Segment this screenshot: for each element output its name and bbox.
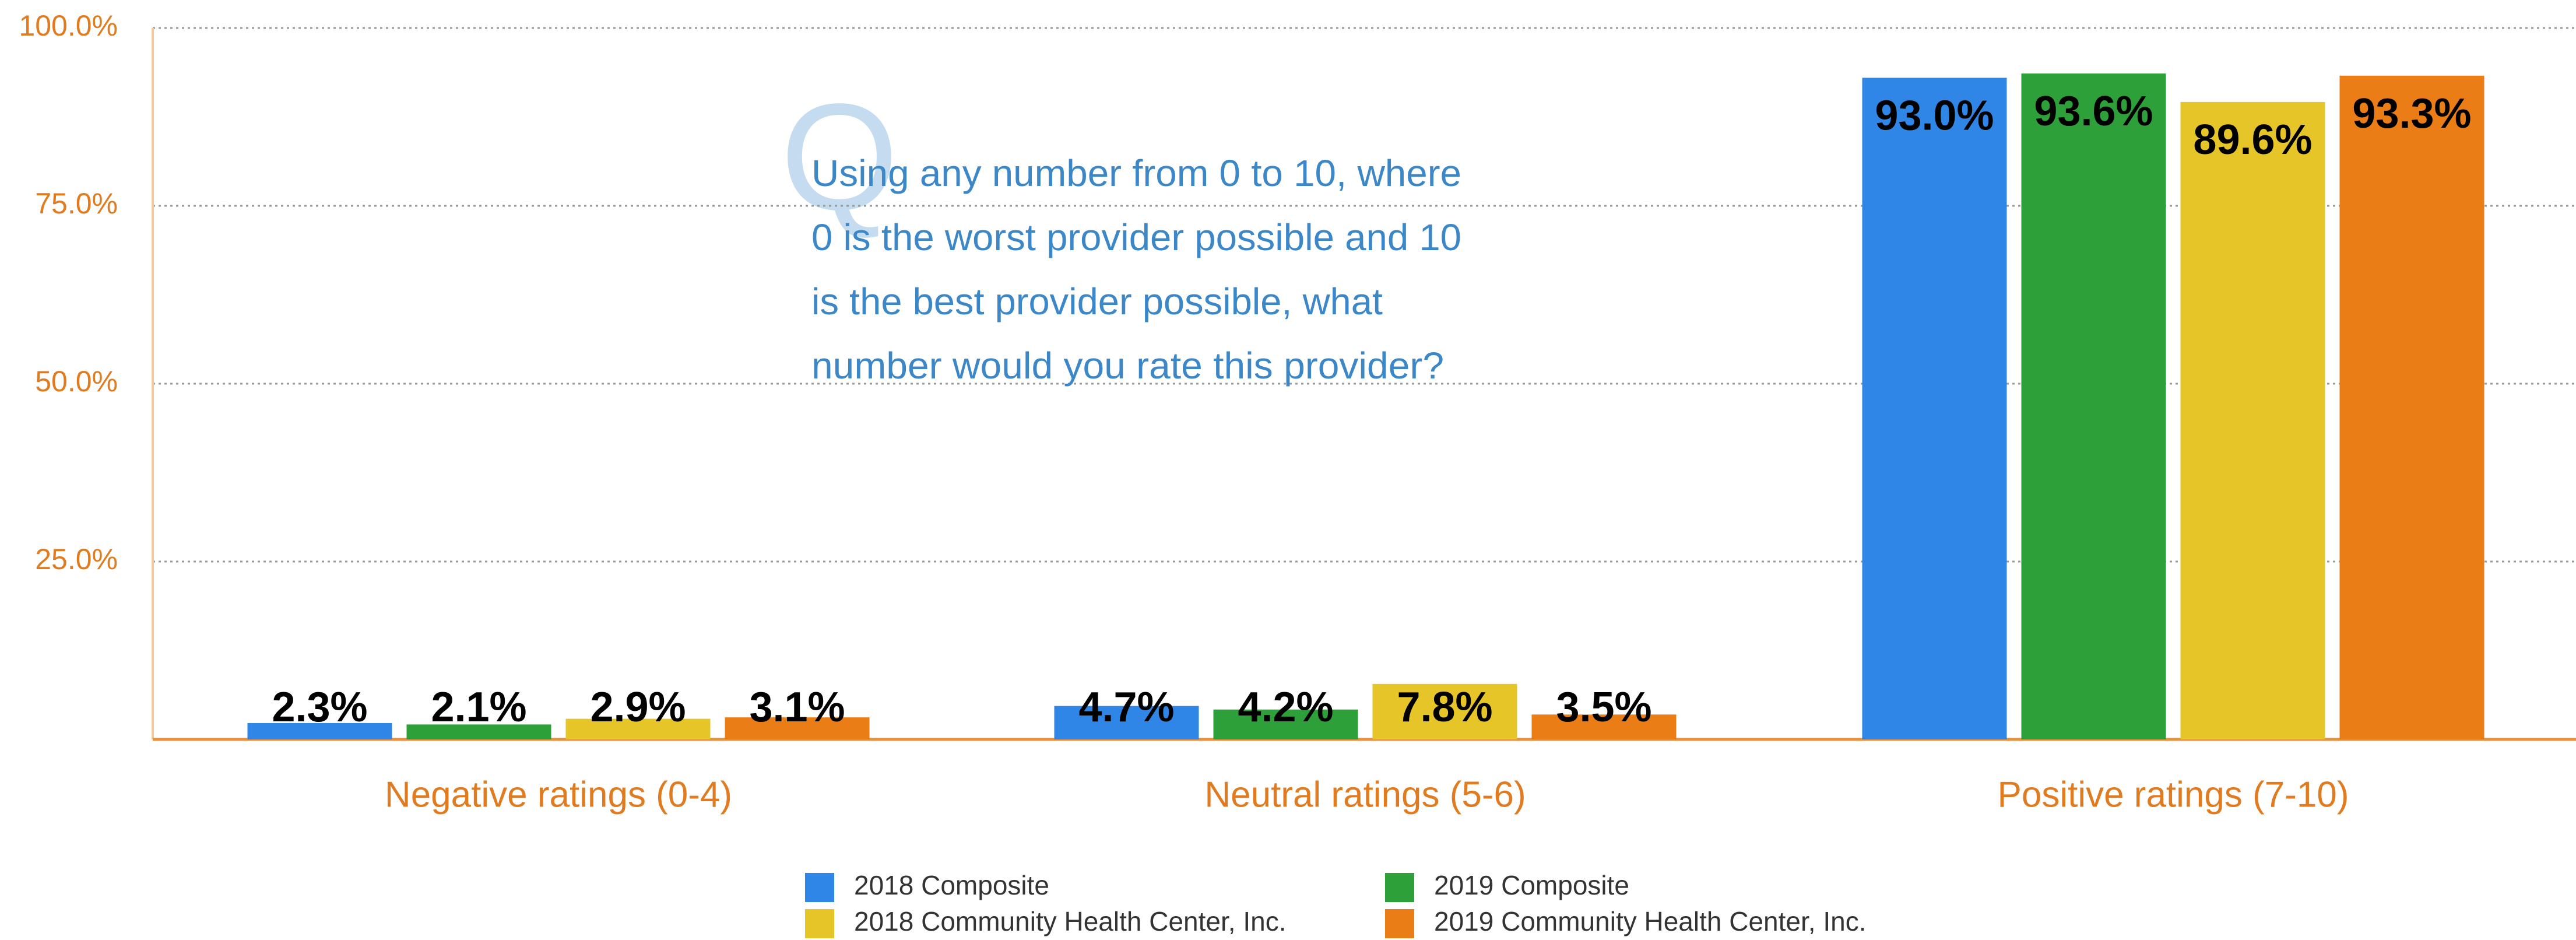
legend-label: 2018 Composite — [854, 870, 1049, 900]
y-tick-label: 100.0% — [19, 9, 118, 42]
y-tick-label: 25.0% — [35, 543, 118, 576]
bar — [1862, 78, 2007, 739]
value-label: 3.5% — [1556, 684, 1651, 731]
legend-swatch — [805, 873, 834, 902]
value-label: 89.6% — [2193, 117, 2312, 163]
bar — [2021, 73, 2166, 740]
bar — [1372, 683, 1517, 739]
value-label: 93.0% — [1875, 92, 1994, 139]
x-tick-label: Negative ratings (0-4) — [385, 774, 732, 815]
legend-label: 2019 Composite — [1434, 870, 1629, 900]
bar — [2339, 75, 2484, 740]
legend-swatch — [1385, 873, 1414, 902]
y-tick-label: 75.0% — [35, 187, 118, 220]
question-text: number would you rate this provider? — [811, 345, 1444, 387]
value-label: 2.3% — [272, 684, 367, 731]
bar — [725, 717, 870, 739]
y-tick-label: 50.0% — [35, 365, 118, 398]
bar — [406, 724, 551, 739]
value-label: 4.2% — [1238, 684, 1333, 731]
legend-label: 2019 Community Health Center, Inc. — [1434, 906, 1866, 937]
value-label: 93.6% — [2034, 88, 2153, 135]
question-icon: Q — [781, 73, 898, 242]
x-tick-label: Neutral ratings (5-6) — [1204, 774, 1526, 815]
bar — [2180, 101, 2325, 739]
legend-swatch — [805, 909, 834, 938]
bar — [1054, 706, 1199, 739]
bar — [247, 722, 392, 739]
question-text: is the best provider possible, what — [811, 280, 1383, 322]
x-tick-label: Positive ratings (7-10) — [1997, 774, 2349, 815]
value-label: 2.9% — [590, 684, 686, 731]
value-label: 4.7% — [1078, 684, 1174, 731]
value-label: 2.1% — [431, 684, 526, 731]
bar — [1213, 709, 1358, 739]
question-text: 0 is the worst provider possible and 10 — [811, 216, 1461, 258]
bar — [1531, 714, 1677, 739]
legend-swatch — [1385, 909, 1414, 938]
legend-label: 2018 Community Health Center, Inc. — [854, 906, 1286, 937]
question-text: Using any number from 0 to 10, where — [811, 152, 1461, 194]
value-label: 3.1% — [749, 684, 845, 731]
bar — [565, 718, 711, 739]
value-label: 7.8% — [1397, 684, 1492, 731]
value-label: 93.3% — [2352, 90, 2471, 137]
